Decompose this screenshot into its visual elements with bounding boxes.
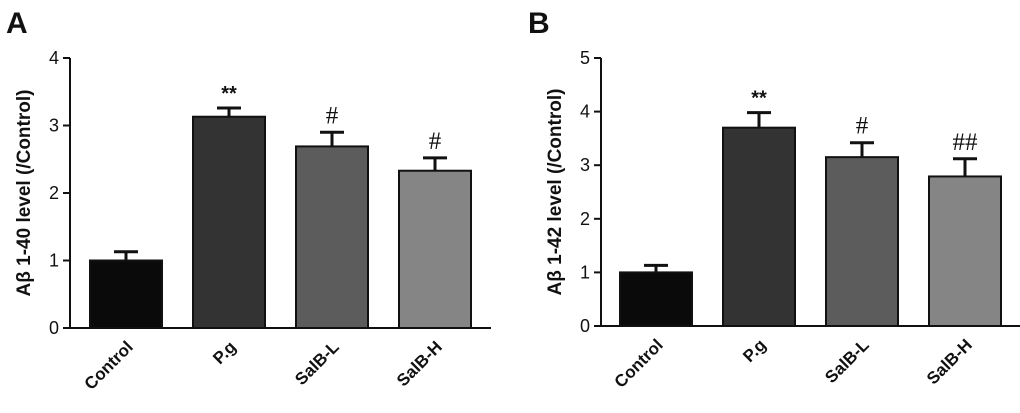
significance-marker: # <box>856 113 869 140</box>
bar <box>89 259 163 329</box>
y-tick-label: 5 <box>580 48 590 68</box>
y-tick-label: 1 <box>580 262 590 282</box>
y-tick-label: 0 <box>580 316 590 336</box>
panel-letter: A <box>6 7 28 40</box>
x-tick-label: Control <box>81 337 137 393</box>
y-axis-label: Aβ 1-42 level (/Control) <box>545 89 566 296</box>
y-axis-label: Aβ 1-40 level (/Control) <box>14 90 35 297</box>
x-tick-label: P.g <box>209 337 240 368</box>
x-tick-label: SalB-H <box>923 335 976 388</box>
x-tick-label: P.g <box>739 335 770 366</box>
x-tick-label: SalB-L <box>291 337 343 389</box>
bar <box>398 169 472 329</box>
x-tick-label: SalB-L <box>821 335 873 387</box>
bar <box>619 271 693 327</box>
panel-a: A 0 1 2 3 4 Aβ 1-40 level (/Control) Control ** P… <box>6 7 491 394</box>
y-tick-label: 1 <box>49 251 59 271</box>
bar <box>928 175 1002 327</box>
panel-letter: B <box>528 7 550 40</box>
significance-marker: ** <box>751 88 767 110</box>
y-tick-label: 3 <box>49 116 59 136</box>
significance-marker: # <box>429 128 442 155</box>
significance-marker: ## <box>953 129 979 156</box>
y-tick-label: 0 <box>49 318 59 338</box>
y-tick-label: 2 <box>580 209 590 229</box>
panel-b: B 0 1 2 3 4 5 Aβ 1-42 level (/Control) Control **… <box>528 7 1020 392</box>
x-tick-label: SalB-H <box>393 337 446 390</box>
y-tick-label: 2 <box>49 183 59 203</box>
bar <box>825 156 899 327</box>
y-tick-label: 4 <box>49 48 59 68</box>
significance-marker: ** <box>221 83 237 105</box>
bar <box>295 145 369 329</box>
bar <box>722 126 796 328</box>
y-tick-label: 3 <box>580 155 590 175</box>
y-tick-label: 4 <box>580 102 590 122</box>
x-tick-label: Control <box>611 335 667 391</box>
significance-marker: # <box>326 102 339 129</box>
bar <box>192 115 266 329</box>
